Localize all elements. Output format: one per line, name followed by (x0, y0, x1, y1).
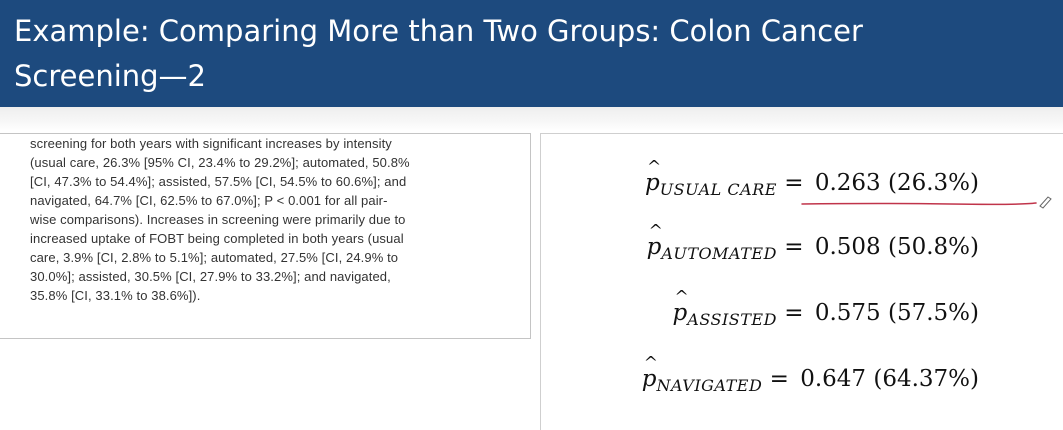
equation-panel: ^ pUSUAL CARE = 0.263 (26.3%) ^ pAUTOMATED… (540, 133, 1063, 430)
equation-value: 0.647 (64.37%) (800, 366, 979, 392)
excerpt-line: (usual care, 26.3% [95% CI, 23.4% to 29.… (30, 155, 410, 170)
equation-value: 0.263 (26.3%) (814, 170, 979, 196)
title-bar: Example: Comparing More than Two Groups:… (0, 0, 1063, 107)
equation-assisted: ^ pASSISTED = 0.575 (57.5%) (672, 287, 979, 329)
excerpt-line: increased uptake of FOBT being completed… (30, 231, 404, 246)
equation-value: 0.575 (57.5%) (814, 300, 979, 326)
p-hat-symbol: ^ p (641, 353, 659, 392)
equation-value: 0.508 (50.8%) (814, 234, 979, 260)
p-hat-symbol: ^ p (644, 157, 662, 196)
slide-title: Example: Comparing More than Two Groups:… (14, 9, 1014, 99)
equation-usual-care: ^ pUSUAL CARE = 0.263 (26.3%) (644, 157, 979, 199)
excerpt-line: care, 3.9% [CI, 2.8% to 5.1%]; automated… (30, 250, 399, 265)
equals-sign: = (784, 300, 804, 326)
equation-navigated: ^ pNAVIGATED = 0.647 (64.37%) (641, 353, 979, 395)
slide-title-line-1: Example: Comparing More than Two Groups:… (14, 14, 863, 48)
equation-automated: ^ pAUTOMATED = 0.508 (50.8%) (646, 221, 979, 263)
title-shadow (0, 107, 1063, 131)
p-hat-symbol: ^ p (646, 221, 663, 260)
equation-subscript: ASSISTED (687, 310, 777, 329)
equals-sign: = (769, 366, 789, 392)
article-excerpt: screening for both years with significan… (0, 133, 531, 339)
pen-stroke (801, 202, 1037, 206)
pen-cursor-icon (1039, 196, 1052, 209)
excerpt-line: navigated, 64.7% [CI, 62.5% to 67.0%]; P… (30, 193, 388, 208)
slide-title-line-2: Screening—2 (14, 59, 206, 93)
equation-subscript: USUAL CARE (659, 180, 777, 199)
equals-sign: = (784, 234, 804, 260)
pen-underline-annotation (801, 196, 1052, 209)
excerpt-line: 35.8% [CI, 33.1% to 38.6%]). (30, 288, 201, 303)
p-hat-symbol: ^ p (672, 287, 689, 326)
excerpt-line: [CI, 47.3% to 54.4%]; assisted, 57.5% [C… (30, 174, 407, 189)
equals-sign: = (784, 170, 804, 196)
excerpt-line: screening for both years with significan… (30, 136, 392, 151)
excerpt-line: wise comparisons). Increases in screenin… (30, 212, 406, 227)
equation-subscript: AUTOMATED (661, 244, 777, 263)
excerpt-line: 30.0%]; assisted, 30.5% [CI, 27.9% to 33… (30, 269, 391, 284)
equation-subscript: NAVIGATED (656, 376, 763, 395)
